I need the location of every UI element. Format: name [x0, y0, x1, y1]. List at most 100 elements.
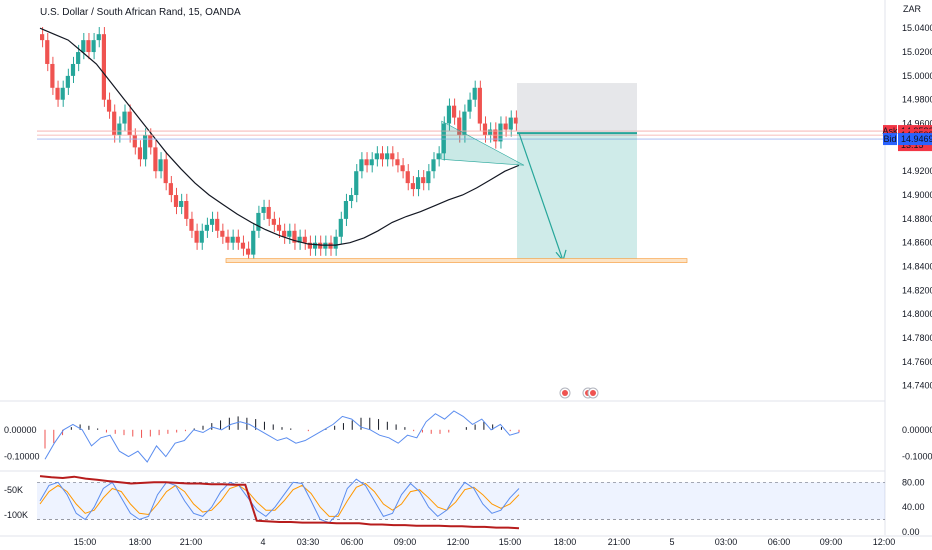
time-tick-label: 12:00 [447, 537, 470, 547]
stochastic-tick-label: 0.00 [902, 527, 920, 537]
candle-body [287, 230, 292, 237]
bid-price-tag-key [883, 133, 897, 146]
candle-body [467, 99, 472, 112]
candle-body [81, 40, 86, 53]
candle-body [452, 105, 457, 118]
name-key-text: Ask [882, 126, 898, 136]
candle-body [168, 183, 173, 196]
candle-body [194, 230, 199, 243]
candle-body [333, 236, 338, 249]
time-tick-label: 09:00 [394, 537, 417, 547]
candle-body [235, 236, 240, 243]
time-tick-label: 18:00 [129, 537, 152, 547]
candle-body [40, 34, 45, 41]
event-flag-dot [590, 390, 596, 396]
price-tick-label: 14.74000 [902, 381, 932, 391]
candle-body [400, 165, 405, 172]
chart-title: U.S. Dollar / South African Rand, 15, OA… [40, 7, 241, 18]
candle-body [482, 123, 488, 136]
countdown-label: 13:15 [901, 140, 924, 150]
price-tick-label: 14.78000 [902, 333, 932, 343]
macd-tick-label: 0.00000 [902, 425, 932, 435]
candle-body [215, 218, 220, 231]
candle-body [230, 236, 235, 243]
candle-body [153, 147, 158, 172]
time-tick-label: 15:00 [499, 537, 522, 547]
price-axis [885, 0, 932, 550]
time-tick-label: 5 [669, 537, 674, 547]
candle-body [246, 248, 251, 255]
candle-body [477, 87, 482, 124]
candle-body [390, 153, 395, 160]
candle-body [385, 153, 390, 160]
candle-body [86, 40, 91, 53]
bid-price-tag-text: 14.94699 [901, 134, 932, 144]
candle-body [143, 135, 148, 160]
candle-body [415, 177, 421, 190]
candle-body [65, 75, 70, 88]
candle-body [101, 34, 106, 100]
candle-body [431, 159, 436, 172]
triangle-pattern [441, 120, 525, 166]
candle-body [106, 99, 112, 112]
candle-body [395, 159, 400, 166]
candle-body [282, 230, 287, 237]
candle-body [209, 218, 215, 225]
candle-body [163, 159, 168, 184]
candle-body [251, 230, 256, 255]
candle-body [457, 117, 462, 136]
time-tick-label: 4 [260, 537, 265, 547]
candle-body [91, 40, 96, 53]
stochastic-tick-label: 80.00 [902, 477, 925, 487]
price-tick-label: 14.96000 [902, 119, 932, 129]
time-tick-label: 21:00 [608, 537, 631, 547]
bid-price-tag [898, 133, 932, 146]
currency-label: ZAR [903, 4, 922, 14]
price-tick-label: 15.00000 [902, 71, 932, 81]
candle-body [369, 159, 374, 166]
candle-body [271, 218, 276, 225]
candle-body [96, 34, 101, 41]
candle-body [127, 111, 132, 136]
candle-body [436, 153, 441, 160]
candle-body [132, 135, 137, 148]
candle-body [261, 206, 266, 213]
candle-body [307, 242, 312, 249]
time-tick-label: 06:00 [341, 537, 364, 547]
candle-body [472, 87, 477, 100]
candle-body [55, 87, 60, 100]
candle-body [50, 63, 55, 88]
candle-body [137, 147, 143, 160]
stochastic-k-line [39, 478, 520, 524]
take-profit-zone [517, 133, 637, 261]
candle-body [421, 177, 426, 184]
price-tick-label: 14.82000 [902, 285, 932, 295]
time-tick-label: 18:00 [554, 537, 577, 547]
candle-body [179, 201, 184, 207]
candle-body [498, 123, 503, 142]
stochastic-tick-label: 40.00 [902, 502, 925, 512]
macd-signal-line [44, 410, 520, 463]
candle-body [204, 224, 209, 231]
macd-left-tick-label: -0.10000 [4, 452, 40, 462]
candle-body [76, 52, 81, 64]
time-tick-label: 12:00 [873, 537, 896, 547]
candle-body [462, 111, 467, 136]
candle-body [508, 117, 513, 130]
candle-body [354, 171, 359, 196]
stop-loss-zone [517, 83, 637, 134]
candle-body [405, 171, 410, 184]
moving-average-line [39, 27, 520, 246]
candle-body [148, 135, 153, 148]
candle-body [312, 242, 318, 249]
price-tick-label: 15.04000 [902, 23, 932, 33]
price-tick-label: 14.98000 [902, 95, 932, 105]
candle-body [513, 117, 518, 124]
time-tick-label: 09:00 [820, 537, 843, 547]
candle-body [446, 105, 452, 124]
candle-body [112, 111, 117, 136]
macd-left-tick-label: 0.00000 [4, 425, 37, 435]
countdown-bg [898, 141, 932, 152]
